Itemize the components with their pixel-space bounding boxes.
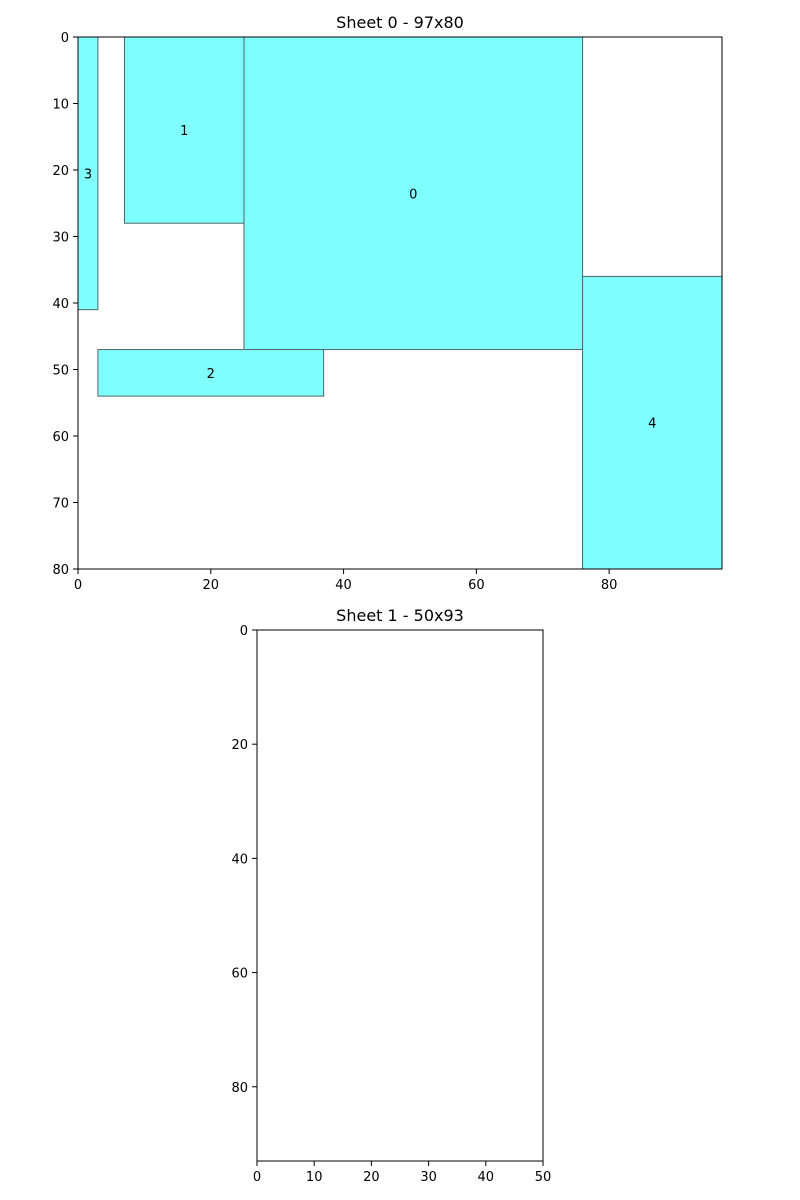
- piece-2-label: 2: [207, 367, 215, 382]
- y-tick-label: 30: [52, 231, 69, 246]
- piece-0-rect: [243, 36, 584, 351]
- x-tick-label: 40: [335, 578, 352, 593]
- y-tick-label: 10: [52, 98, 69, 113]
- x-tick-label: 80: [601, 578, 618, 593]
- x-tick-label: 40: [478, 1170, 495, 1185]
- y-tick-label: 40: [231, 852, 248, 867]
- axes-frame: [256, 629, 544, 1162]
- x-tick-label: 0: [253, 1170, 261, 1185]
- y-tick-label: 0: [240, 624, 248, 639]
- x-tick-label: 20: [363, 1170, 380, 1185]
- x-tick-label: 30: [420, 1170, 437, 1185]
- sheet-title: Sheet 1 - 50x93: [336, 606, 464, 625]
- piece-4-rect: [582, 275, 723, 570]
- x-tick-label: 50: [535, 1170, 552, 1185]
- y-tick-label: 80: [231, 1081, 248, 1096]
- piece-4-label: 4: [648, 417, 656, 432]
- piece-2-rect: [97, 349, 325, 397]
- piece-1-label: 1: [180, 124, 188, 139]
- piece-3-label: 3: [84, 167, 92, 182]
- piece-0-label: 0: [409, 187, 417, 202]
- y-tick-label: 0: [61, 31, 69, 46]
- sheet-1: Sheet 1 - 50x93 0 10 20 30 40 50 0 20 40 60 80: [231, 606, 551, 1185]
- x-tick-label: 10: [306, 1170, 323, 1185]
- x-tick-label: 20: [203, 578, 220, 593]
- y-tick-label: 80: [52, 563, 69, 578]
- y-tick-label: 20: [231, 738, 248, 753]
- y-tick-label: 60: [231, 967, 248, 982]
- y-tick-label: 50: [52, 364, 69, 379]
- y-tick-label: 60: [52, 430, 69, 445]
- y-tick-label: 70: [52, 497, 69, 512]
- x-tick-label: 0: [74, 578, 82, 593]
- y-tick-label: 40: [52, 297, 69, 312]
- sheet-title: Sheet 0 - 97x80: [336, 13, 464, 32]
- piece-1-rect: [123, 36, 245, 224]
- x-tick-label: 60: [468, 578, 485, 593]
- y-tick-label: 20: [52, 164, 69, 179]
